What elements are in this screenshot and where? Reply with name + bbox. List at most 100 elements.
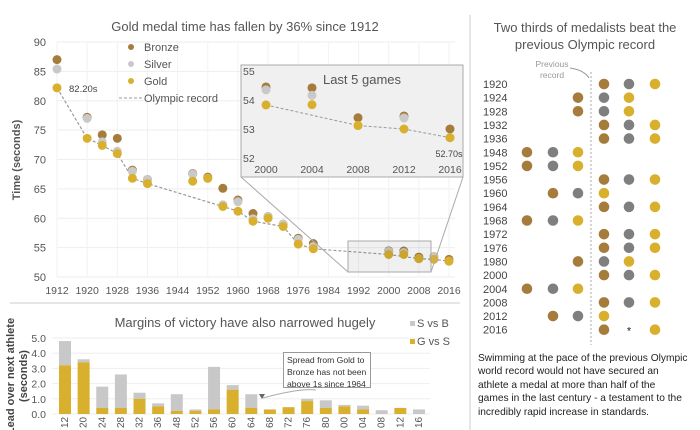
silver-dot (623, 119, 635, 131)
bar-g-vs-s (152, 406, 165, 414)
x-tick-label: 72 (284, 416, 295, 428)
x-tick-label: 08 (377, 416, 388, 428)
bar-s-vs-b (77, 359, 90, 363)
x-tick-label: 1952 (196, 285, 220, 297)
bar-s-vs-b (189, 409, 202, 411)
gold-dot (649, 228, 661, 240)
gold-point (278, 221, 288, 231)
inset-gold-point (307, 100, 317, 110)
gold-dot (623, 256, 635, 267)
gold-dot (649, 78, 661, 90)
divider-label: record (540, 70, 564, 80)
bar-g-vs-s (77, 362, 90, 414)
x-tick-label: 28 (116, 416, 127, 428)
chart-title: Margins of victory have also narrowed hu… (115, 315, 376, 330)
row-year: 1936 (483, 134, 507, 146)
bronze-dot (547, 310, 559, 322)
arrow-head (259, 394, 265, 399)
bar-g-vs-s (208, 409, 221, 414)
x-tick-label: 2008 (407, 285, 431, 297)
gold-dot (649, 324, 661, 336)
x-tick-label: 36 (153, 416, 164, 428)
y-axis-label-line: Lead over next athlete (5, 318, 17, 430)
row-year: 1952 (483, 161, 507, 173)
bar-g-vs-s (96, 407, 109, 414)
silver-dot (572, 310, 584, 322)
bar-g-vs-s (394, 407, 407, 414)
divider-label: Previous (535, 59, 568, 69)
inset-gold-point (399, 124, 409, 134)
record-dot-panel: Two thirds of medalists beat the previou… (483, 20, 676, 345)
gold-point (384, 249, 394, 259)
bronze-dot (598, 119, 610, 131)
silver-dot (598, 92, 610, 103)
row-year: 1928 (483, 106, 507, 118)
bronze-dot (598, 297, 610, 308)
bar-g-vs-s (226, 389, 239, 414)
inset-gold-point (353, 121, 363, 131)
gold-dot (572, 146, 584, 158)
inset-y-tick: 54 (243, 95, 255, 107)
y-tick-label: 90 (34, 37, 46, 49)
inset-x-tick: 2000 (254, 164, 278, 176)
bronze-dot (572, 92, 584, 103)
x-tick-label: 48 (172, 416, 183, 428)
silver-dot (547, 215, 559, 226)
gold-point (248, 216, 258, 226)
zoom-connector (240, 176, 349, 273)
silver-dot (623, 269, 635, 281)
bar-s-vs-b (59, 341, 71, 366)
gold-point (414, 254, 424, 264)
bronze-dot (598, 269, 610, 281)
bronze-dot (572, 256, 584, 267)
bar-g-vs-s (114, 407, 127, 414)
bronze-dot (598, 174, 610, 185)
y-tick-label: 1.0 (31, 394, 46, 406)
gold-dot (572, 160, 584, 172)
silver-dot (598, 256, 610, 267)
bronze-dot (598, 201, 610, 213)
gold-dot (649, 269, 661, 281)
inset-record-line (265, 104, 451, 139)
inset-bronze-point (307, 83, 317, 93)
gold-dot (598, 187, 610, 199)
gold-point (293, 239, 303, 249)
silver-point (82, 113, 92, 123)
row-year: 2008 (483, 297, 507, 309)
y-tick-label: 65 (34, 184, 46, 196)
x-tick-label: 1936 (136, 285, 160, 297)
bar-g-vs-s (357, 409, 370, 414)
bar-s-vs-b (96, 386, 109, 408)
x-tick-label: 20 (79, 416, 90, 428)
y-tick-label: 60 (34, 213, 46, 225)
y-tick-label: 3.0 (31, 363, 46, 375)
bronze-point (52, 55, 62, 65)
y-tick-label: 70 (34, 155, 46, 167)
x-tick-label: 60 (228, 416, 239, 428)
bar-s-vs-b (170, 394, 183, 411)
row-year: 1960 (483, 188, 507, 200)
bronze-dot (547, 187, 559, 199)
bronze-dot (598, 133, 610, 144)
y-tick-label: 85 (34, 66, 46, 78)
gold-point (308, 244, 318, 254)
legend-marker (128, 78, 134, 84)
bronze-dot (521, 215, 533, 226)
bar-s-vs-b (208, 366, 221, 410)
x-tick-label: 1976 (287, 285, 311, 297)
bar-s-vs-b (114, 374, 127, 408)
bronze-dot (521, 160, 533, 172)
zoom-connector (430, 176, 464, 273)
bronze-dot (521, 283, 533, 295)
inset-bronze-point (353, 113, 363, 123)
x-tick-label: 56 (209, 416, 220, 428)
gold-point (188, 176, 198, 186)
y-tick-label: 75 (34, 125, 46, 137)
x-tick-label: 04 (358, 416, 369, 428)
bar-s-vs-b (357, 405, 370, 410)
gold-point (399, 249, 409, 259)
start-annotation: 82.20s (69, 84, 98, 95)
bronze-dot (598, 78, 610, 90)
bronze-point (112, 133, 122, 143)
